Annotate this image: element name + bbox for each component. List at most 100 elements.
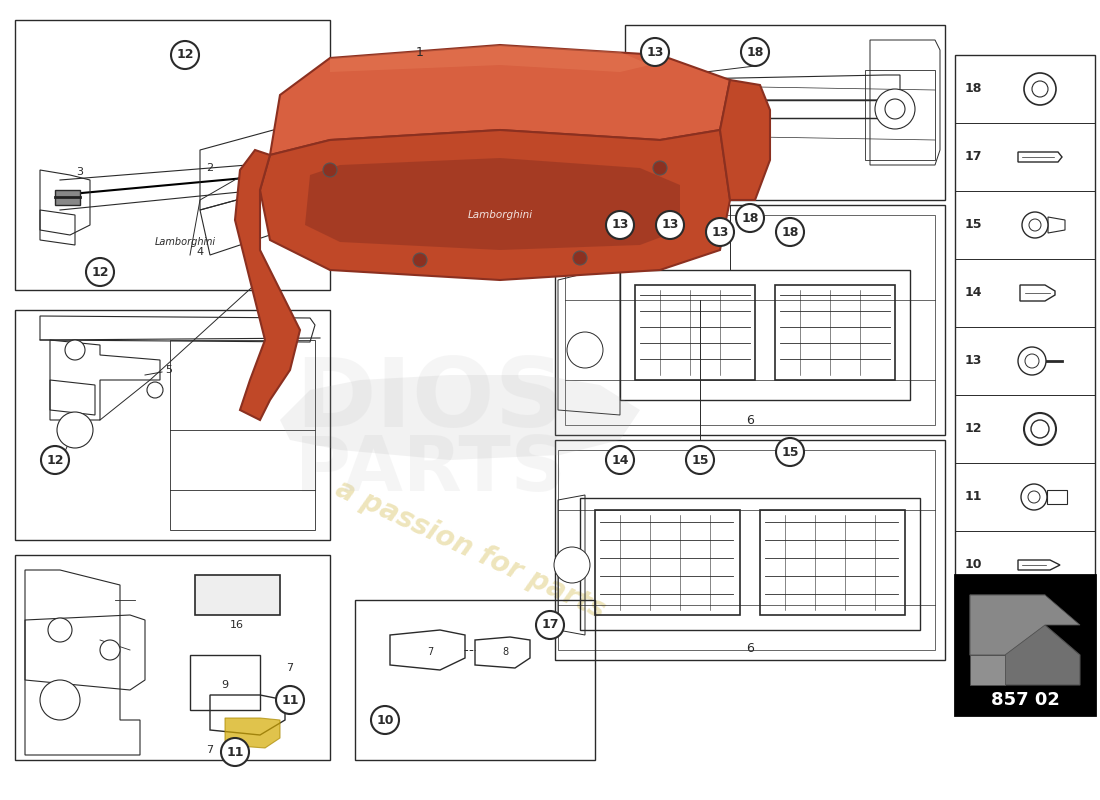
- Circle shape: [606, 446, 634, 474]
- Polygon shape: [970, 655, 1005, 685]
- Polygon shape: [970, 595, 1080, 655]
- Circle shape: [86, 258, 114, 286]
- Circle shape: [1021, 484, 1047, 510]
- Text: 13: 13: [647, 46, 663, 58]
- Text: 18: 18: [741, 211, 759, 225]
- Text: 13: 13: [965, 354, 981, 367]
- Circle shape: [371, 706, 399, 734]
- Text: 14: 14: [965, 286, 981, 299]
- Bar: [190, 655, 260, 710]
- Polygon shape: [330, 45, 650, 72]
- Bar: [620, 270, 910, 400]
- Text: 11: 11: [965, 490, 981, 503]
- Circle shape: [736, 204, 764, 232]
- Text: 15: 15: [691, 454, 708, 466]
- Text: 15: 15: [965, 218, 981, 231]
- Text: 17: 17: [965, 150, 981, 163]
- Text: 12: 12: [91, 266, 109, 278]
- Text: 7: 7: [427, 647, 433, 657]
- Circle shape: [48, 618, 72, 642]
- Polygon shape: [195, 575, 280, 615]
- Circle shape: [536, 611, 564, 639]
- Text: 6: 6: [746, 642, 754, 654]
- Text: 8: 8: [502, 647, 508, 657]
- Bar: [226, 580, 245, 608]
- Text: 14: 14: [612, 454, 629, 466]
- Polygon shape: [226, 718, 280, 748]
- Circle shape: [653, 161, 667, 175]
- Circle shape: [554, 547, 590, 583]
- Bar: [556, 205, 945, 435]
- Circle shape: [573, 251, 587, 265]
- Circle shape: [100, 640, 120, 660]
- Polygon shape: [720, 80, 770, 200]
- Text: 12: 12: [965, 422, 981, 435]
- Text: 3: 3: [77, 167, 84, 177]
- Circle shape: [1025, 354, 1040, 368]
- Bar: [15, 20, 330, 290]
- Circle shape: [40, 680, 80, 720]
- Bar: [15, 555, 330, 760]
- Text: 11: 11: [227, 746, 244, 758]
- Text: 10: 10: [965, 558, 981, 571]
- Text: 18: 18: [965, 82, 981, 95]
- Circle shape: [874, 89, 915, 129]
- Circle shape: [57, 412, 94, 448]
- Text: 857 02: 857 02: [991, 691, 1059, 709]
- Text: 7: 7: [286, 663, 294, 673]
- Text: Lamborghini: Lamborghini: [154, 237, 216, 247]
- Text: 5: 5: [165, 365, 172, 375]
- Circle shape: [147, 382, 163, 398]
- Bar: [635, 285, 755, 380]
- Circle shape: [566, 332, 603, 368]
- Circle shape: [412, 253, 427, 267]
- Circle shape: [706, 218, 734, 246]
- Circle shape: [776, 218, 804, 246]
- Bar: [250, 580, 270, 608]
- Circle shape: [776, 438, 804, 466]
- Text: 17: 17: [541, 618, 559, 631]
- Bar: [955, 55, 1094, 599]
- Circle shape: [323, 163, 337, 177]
- Circle shape: [41, 446, 69, 474]
- Text: 15: 15: [781, 446, 799, 458]
- Text: 13: 13: [612, 218, 629, 231]
- Bar: [955, 575, 1094, 715]
- Text: 6: 6: [746, 414, 754, 426]
- Circle shape: [1018, 347, 1046, 375]
- Text: Lamborghini: Lamborghini: [468, 210, 532, 220]
- Circle shape: [221, 738, 249, 766]
- Circle shape: [641, 38, 669, 66]
- Circle shape: [1032, 81, 1048, 97]
- Circle shape: [606, 211, 634, 239]
- Circle shape: [1024, 73, 1056, 105]
- Text: a passion for parts: a passion for parts: [331, 475, 609, 625]
- Text: 13: 13: [661, 218, 679, 231]
- Text: 10: 10: [376, 714, 394, 726]
- Bar: [200, 580, 220, 608]
- Bar: [645, 100, 886, 118]
- Text: 18: 18: [746, 46, 763, 58]
- Text: 18: 18: [781, 226, 799, 238]
- Circle shape: [170, 41, 199, 69]
- Text: DIOS: DIOS: [295, 354, 565, 446]
- Text: 12: 12: [176, 49, 194, 62]
- Circle shape: [656, 211, 684, 239]
- Text: 13: 13: [712, 226, 728, 238]
- Polygon shape: [270, 45, 730, 155]
- Polygon shape: [55, 190, 80, 205]
- Circle shape: [686, 446, 714, 474]
- Polygon shape: [280, 375, 640, 460]
- Polygon shape: [305, 158, 680, 250]
- Circle shape: [741, 38, 769, 66]
- Text: 9: 9: [221, 680, 229, 690]
- Bar: [1047, 490, 1067, 504]
- Circle shape: [1028, 491, 1040, 503]
- Bar: [625, 25, 945, 200]
- Circle shape: [886, 99, 905, 119]
- Text: 11: 11: [282, 694, 299, 706]
- Polygon shape: [260, 130, 730, 280]
- Bar: [580, 498, 920, 630]
- Text: 2: 2: [207, 163, 213, 173]
- Bar: [556, 440, 945, 660]
